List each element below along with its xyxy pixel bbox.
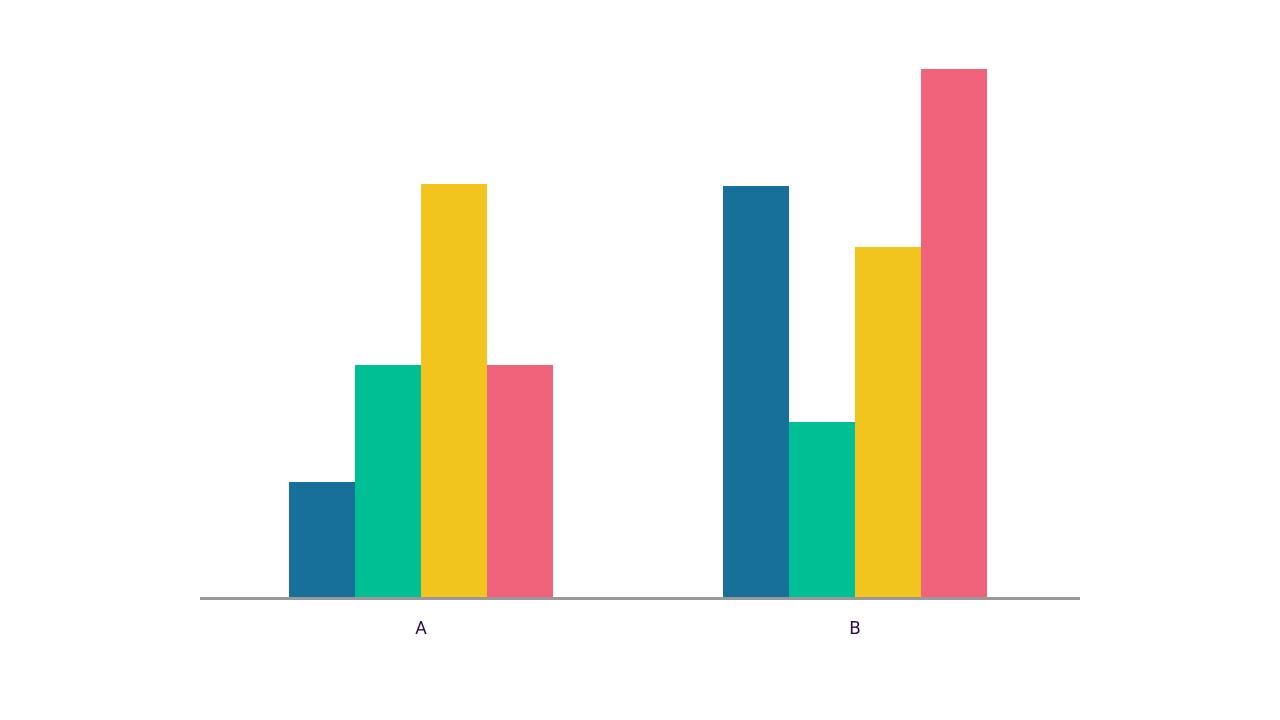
bar-b-series-4 xyxy=(921,69,987,597)
bar-group-a xyxy=(289,184,553,597)
bar-group-b xyxy=(723,69,987,597)
bar-a-series-2 xyxy=(355,365,421,597)
bar-chart: A B xyxy=(200,60,1080,620)
bar-a-series-1 xyxy=(289,482,355,597)
bar-b-series-2 xyxy=(789,422,855,597)
bar-b-series-3 xyxy=(855,247,921,597)
x-axis-labels: A B xyxy=(200,600,1080,640)
plot-area xyxy=(200,60,1080,600)
bar-a-series-4 xyxy=(487,365,553,597)
bar-a-series-3 xyxy=(421,184,487,597)
x-label-a: A xyxy=(415,618,427,639)
bar-b-series-1 xyxy=(723,186,789,597)
x-label-b: B xyxy=(849,618,860,639)
